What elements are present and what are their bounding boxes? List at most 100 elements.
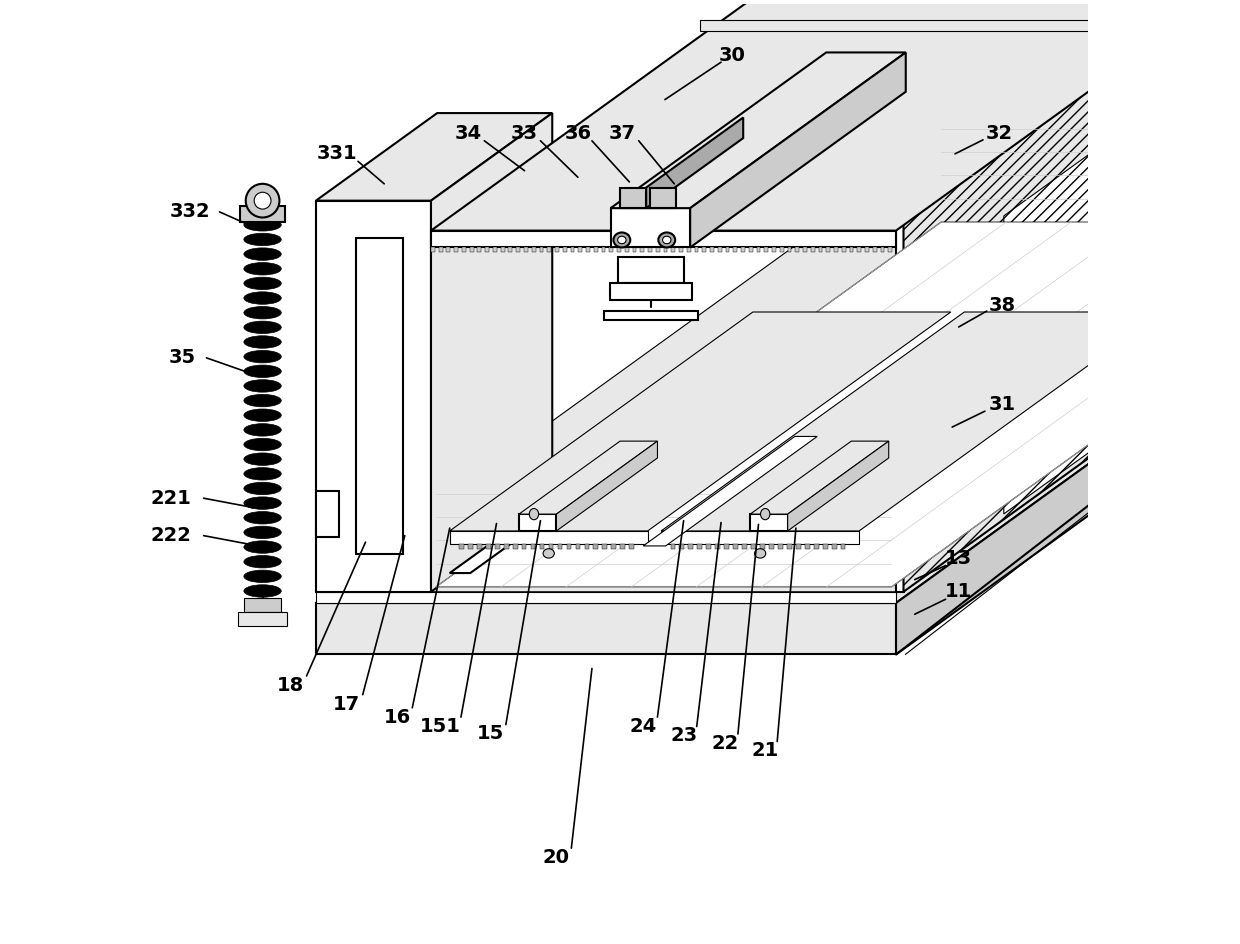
- Polygon shape: [520, 514, 557, 531]
- Polygon shape: [508, 247, 512, 252]
- Polygon shape: [866, 247, 869, 252]
- Polygon shape: [241, 207, 285, 222]
- Polygon shape: [525, 247, 528, 252]
- Polygon shape: [711, 247, 714, 252]
- Polygon shape: [818, 247, 822, 252]
- Ellipse shape: [658, 232, 676, 247]
- Text: 222: 222: [150, 526, 191, 545]
- Polygon shape: [604, 312, 698, 320]
- Ellipse shape: [244, 219, 281, 231]
- Polygon shape: [439, 247, 443, 252]
- Ellipse shape: [244, 541, 281, 553]
- Polygon shape: [450, 531, 647, 544]
- Polygon shape: [813, 544, 818, 548]
- Ellipse shape: [244, 395, 281, 407]
- Polygon shape: [609, 247, 613, 252]
- Polygon shape: [575, 544, 580, 548]
- Ellipse shape: [754, 548, 766, 558]
- Text: 331: 331: [317, 144, 358, 163]
- Polygon shape: [835, 247, 838, 252]
- Polygon shape: [697, 544, 702, 548]
- Ellipse shape: [618, 236, 626, 244]
- Text: 13: 13: [945, 548, 972, 567]
- Polygon shape: [620, 188, 646, 208]
- Polygon shape: [702, 247, 706, 252]
- Polygon shape: [316, 213, 1240, 603]
- Polygon shape: [467, 544, 472, 548]
- Polygon shape: [557, 441, 657, 531]
- Text: 332: 332: [170, 202, 210, 222]
- Polygon shape: [777, 544, 782, 548]
- Ellipse shape: [244, 307, 281, 319]
- Text: 37: 37: [609, 124, 635, 143]
- Polygon shape: [463, 247, 466, 252]
- Polygon shape: [531, 544, 536, 548]
- Ellipse shape: [244, 453, 281, 465]
- Polygon shape: [558, 544, 562, 548]
- Text: 33: 33: [511, 124, 538, 143]
- Polygon shape: [432, 230, 897, 247]
- Polygon shape: [826, 247, 830, 252]
- Polygon shape: [751, 544, 756, 548]
- Polygon shape: [649, 247, 652, 252]
- Polygon shape: [501, 247, 505, 252]
- Polygon shape: [450, 471, 611, 573]
- Text: 31: 31: [988, 396, 1016, 414]
- Polygon shape: [707, 544, 711, 548]
- Polygon shape: [787, 441, 889, 531]
- Polygon shape: [701, 20, 1166, 31]
- Polygon shape: [671, 247, 675, 252]
- Polygon shape: [485, 247, 489, 252]
- Polygon shape: [842, 247, 846, 252]
- Polygon shape: [556, 247, 559, 252]
- Polygon shape: [587, 247, 590, 252]
- Polygon shape: [611, 544, 616, 548]
- Polygon shape: [823, 544, 827, 548]
- Text: 18: 18: [277, 676, 304, 695]
- Polygon shape: [578, 247, 582, 252]
- Ellipse shape: [244, 570, 281, 582]
- Polygon shape: [880, 247, 884, 252]
- Polygon shape: [750, 514, 787, 531]
- Polygon shape: [435, 222, 1240, 587]
- Polygon shape: [805, 544, 810, 548]
- Text: 22: 22: [712, 733, 738, 753]
- Polygon shape: [873, 247, 877, 252]
- Ellipse shape: [244, 584, 281, 598]
- Polygon shape: [244, 598, 281, 613]
- Polygon shape: [503, 544, 508, 548]
- Polygon shape: [513, 544, 517, 548]
- Polygon shape: [680, 247, 683, 252]
- Polygon shape: [750, 441, 889, 514]
- Text: 21: 21: [751, 741, 779, 760]
- Polygon shape: [715, 544, 720, 548]
- Text: 20: 20: [543, 848, 570, 867]
- Polygon shape: [584, 544, 589, 548]
- Text: 32: 32: [986, 124, 1013, 143]
- Polygon shape: [724, 544, 729, 548]
- Ellipse shape: [244, 365, 281, 378]
- Polygon shape: [316, 491, 340, 537]
- Text: 34: 34: [455, 124, 482, 143]
- Polygon shape: [563, 247, 567, 252]
- Polygon shape: [618, 257, 683, 283]
- Polygon shape: [625, 247, 629, 252]
- Polygon shape: [796, 544, 801, 548]
- Polygon shape: [656, 247, 660, 252]
- Polygon shape: [661, 531, 859, 544]
- Polygon shape: [495, 544, 500, 548]
- Polygon shape: [446, 247, 450, 252]
- Polygon shape: [804, 247, 807, 252]
- Polygon shape: [539, 247, 543, 252]
- Ellipse shape: [244, 438, 281, 450]
- Text: 30: 30: [719, 46, 745, 65]
- Text: 221: 221: [150, 489, 191, 508]
- Ellipse shape: [254, 193, 272, 209]
- Polygon shape: [610, 53, 905, 208]
- Ellipse shape: [246, 184, 279, 217]
- Ellipse shape: [244, 512, 281, 524]
- Polygon shape: [454, 247, 458, 252]
- Polygon shape: [718, 247, 722, 252]
- Polygon shape: [650, 188, 676, 208]
- Polygon shape: [640, 247, 644, 252]
